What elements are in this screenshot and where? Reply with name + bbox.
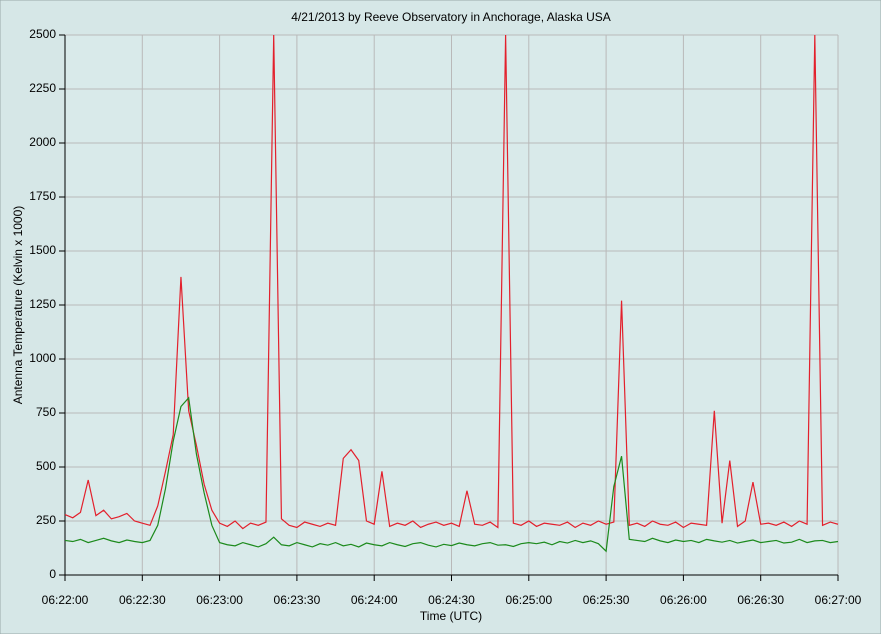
x-tick-label: 06:22:00 [42,593,89,607]
x-tick-label: 06:24:00 [351,593,398,607]
chart-title: 4/21/2013 by Reeve Observatory in Anchor… [291,10,611,24]
y-tick-label: 750 [36,405,56,419]
y-tick-label: 1000 [29,351,56,365]
x-axis-label: Time (UTC) [420,609,482,623]
y-tick-label: 500 [36,459,56,473]
x-tick-label: 06:24:30 [428,593,475,607]
y-tick-label: 1750 [29,189,56,203]
y-tick-label: 1500 [29,243,56,257]
x-tick-label: 06:25:00 [505,593,552,607]
x-tick-label: 06:26:00 [660,593,707,607]
x-tick-label: 06:26:30 [737,593,784,607]
x-tick-label: 06:23:30 [274,593,321,607]
y-tick-label: 0 [49,567,56,581]
y-tick-label: 1250 [29,297,56,311]
x-tick-label: 06:27:00 [815,593,862,607]
x-tick-label: 06:22:30 [119,593,166,607]
y-axis-label: Antenna Temperature (Kelvin x 1000) [11,206,25,405]
y-tick-label: 2500 [29,27,56,41]
y-tick-label: 250 [36,513,56,527]
y-tick-label: 2250 [29,81,56,95]
series-line [64,396,839,553]
x-tick-label: 06:25:30 [583,593,630,607]
x-tick-label: 06:23:00 [196,593,243,607]
y-tick-label: 2000 [29,135,56,149]
